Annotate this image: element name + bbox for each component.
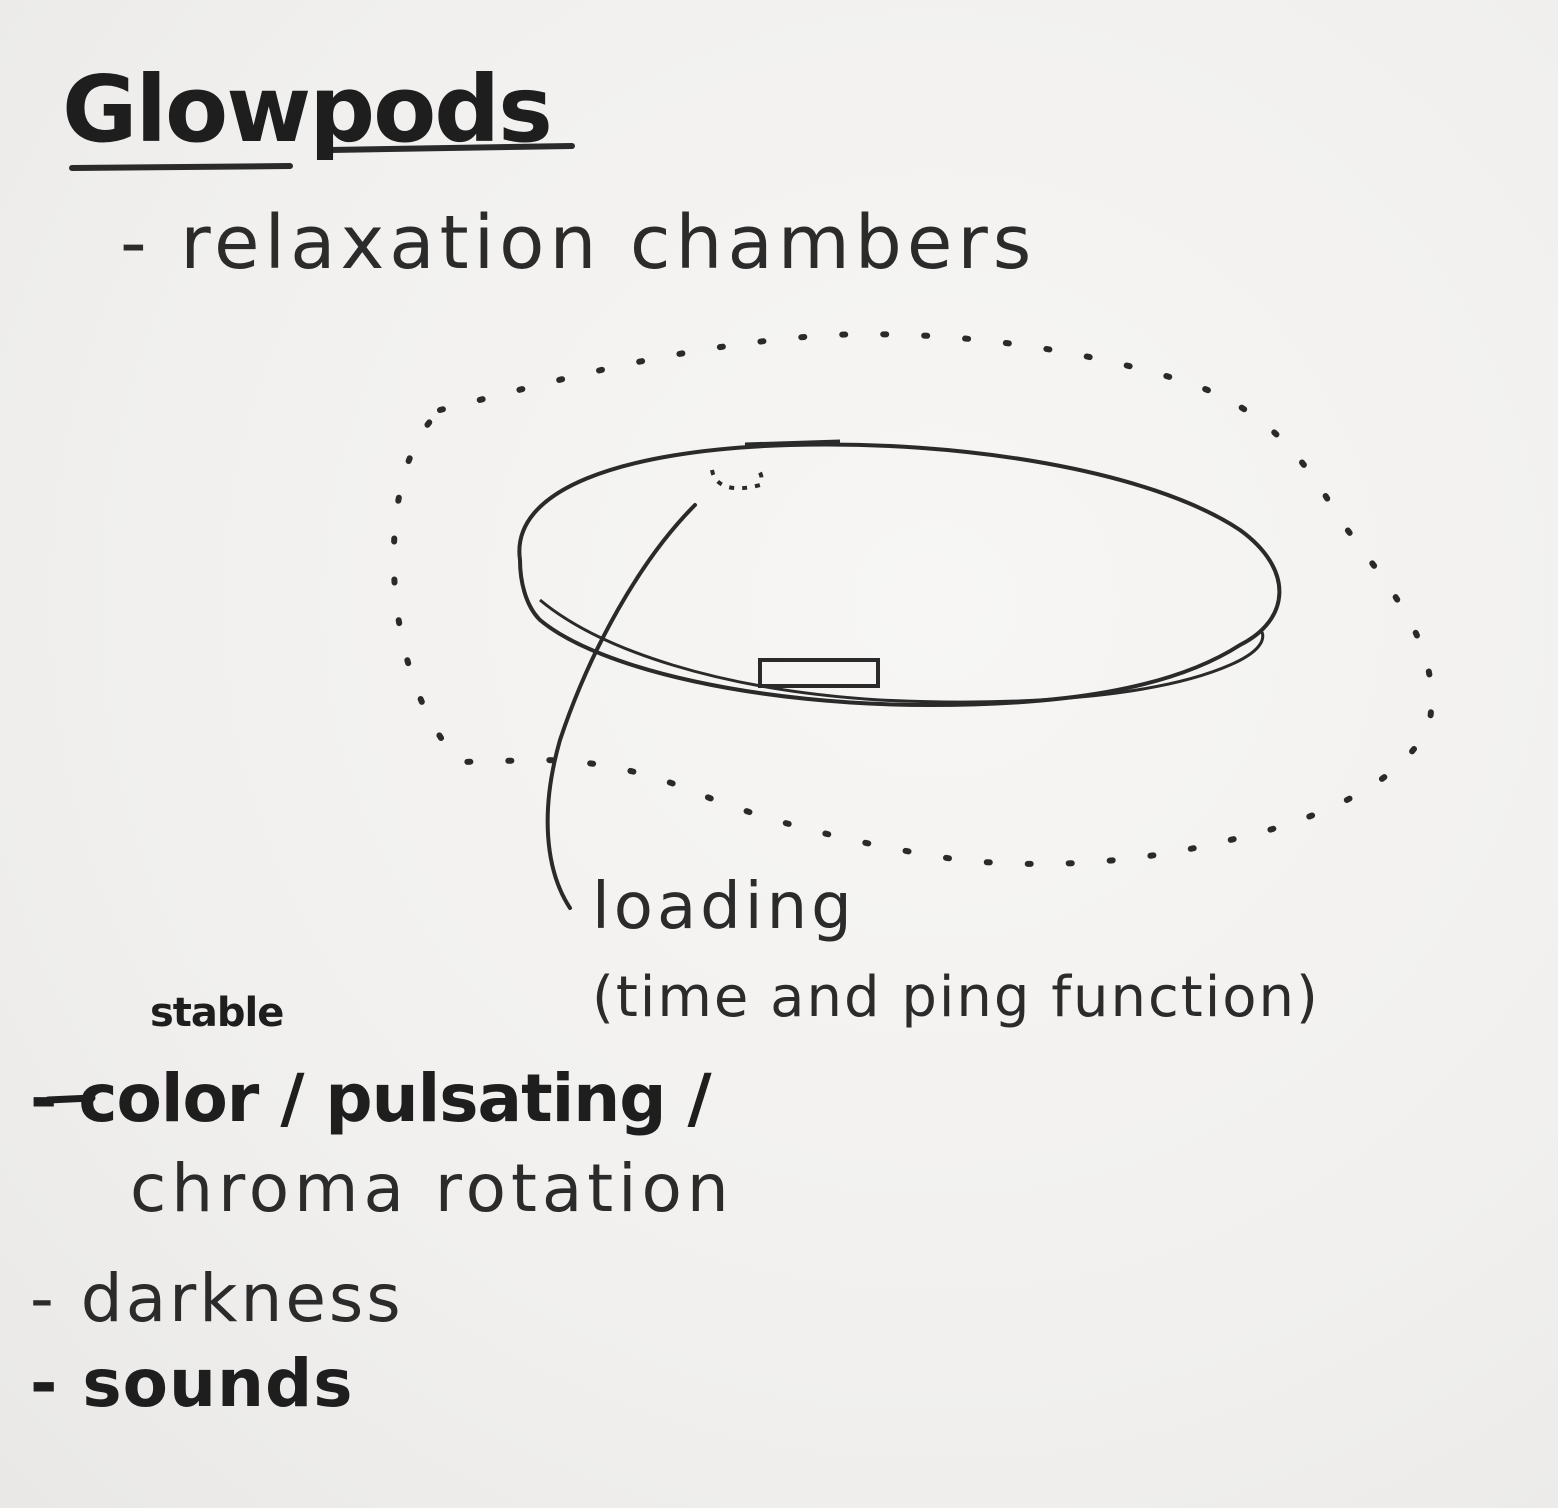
- annotation-function: (time and ping function): [592, 965, 1320, 1030]
- feature-sounds: - sounds: [30, 1345, 354, 1422]
- subtitle: - relaxation chambers: [120, 200, 1037, 286]
- feature-chroma-rotation: chroma rotation: [130, 1150, 734, 1227]
- loading-leader-line: [545, 503, 697, 910]
- pod-base-rim: [539, 598, 1265, 704]
- feature-color-pulsating: - color / pulsating /: [30, 1060, 712, 1137]
- title-underline: [69, 143, 575, 171]
- stable-note: stable: [150, 990, 284, 1036]
- pod-lid-edge: [744, 439, 841, 448]
- page-title: Glowpods: [62, 56, 553, 163]
- annotation-loading: loading: [592, 870, 856, 944]
- bullet-dash: [44, 1094, 96, 1104]
- pod-shell: [517, 442, 1282, 708]
- feature-darkness: - darkness: [30, 1260, 404, 1337]
- pod-indicator-light: [710, 466, 764, 491]
- pod-control-panel: [758, 658, 880, 688]
